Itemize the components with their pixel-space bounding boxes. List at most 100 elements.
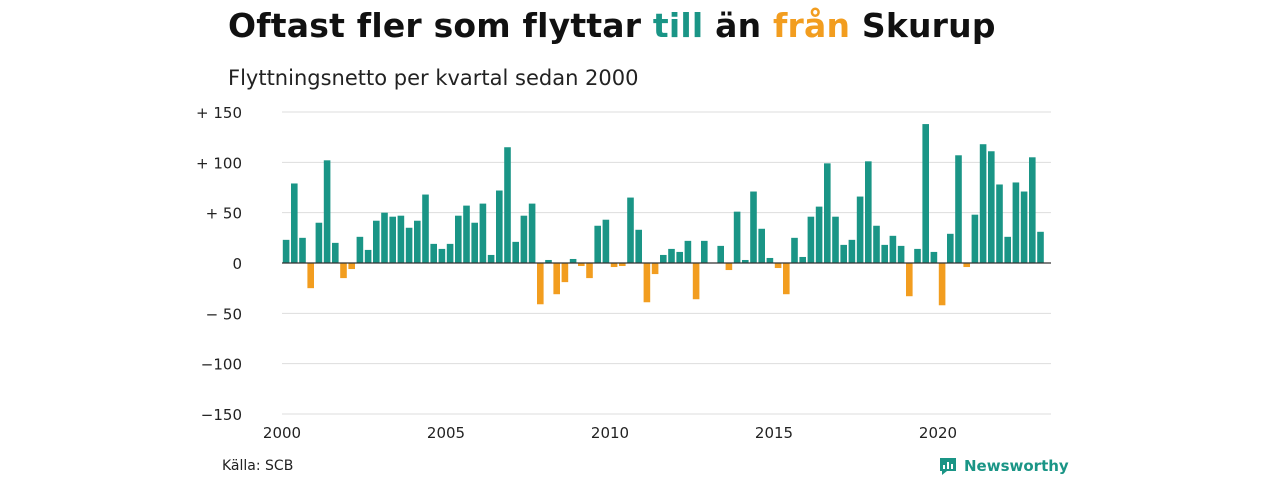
bar bbox=[1037, 231, 1044, 263]
bar bbox=[750, 191, 757, 263]
bar bbox=[569, 258, 577, 263]
chart-title: Oftast fler som flyttar till än från Sku… bbox=[228, 6, 996, 45]
bar bbox=[979, 144, 987, 263]
bar bbox=[414, 220, 421, 263]
y-tick-label: −100 bbox=[201, 356, 242, 374]
bar bbox=[553, 263, 560, 295]
bar bbox=[676, 251, 683, 263]
bar bbox=[471, 222, 478, 263]
bar bbox=[307, 263, 314, 289]
bar bbox=[988, 151, 995, 263]
bar bbox=[897, 245, 905, 263]
bar bbox=[643, 263, 651, 303]
bar bbox=[996, 184, 1003, 263]
newsworthy-logo-icon bbox=[940, 458, 956, 475]
y-tick-label: 0 bbox=[232, 255, 242, 273]
bar bbox=[815, 206, 823, 263]
bar bbox=[610, 263, 618, 268]
y-tick-label: + 100 bbox=[196, 154, 242, 172]
bar bbox=[914, 248, 921, 263]
brand: Newsworthy bbox=[938, 456, 1069, 476]
bar bbox=[381, 212, 388, 263]
bar bbox=[955, 155, 962, 263]
bar bbox=[889, 235, 897, 263]
bar bbox=[356, 236, 364, 263]
bar bbox=[520, 215, 528, 263]
bar bbox=[619, 263, 626, 267]
bar bbox=[848, 239, 856, 263]
bar bbox=[824, 163, 831, 263]
bar bbox=[291, 183, 298, 263]
x-tick-label: 2005 bbox=[427, 424, 465, 442]
bar bbox=[1004, 236, 1011, 263]
bar bbox=[479, 203, 487, 263]
bar bbox=[873, 225, 880, 263]
bar bbox=[528, 203, 536, 263]
bar bbox=[668, 248, 675, 263]
bar bbox=[315, 222, 323, 263]
bar bbox=[881, 244, 888, 263]
bar bbox=[463, 205, 470, 263]
bar bbox=[799, 256, 806, 263]
bar bbox=[389, 216, 396, 263]
bar bbox=[332, 242, 339, 263]
bar bbox=[856, 196, 864, 263]
bar bbox=[446, 243, 454, 263]
y-tick-label: + 50 bbox=[206, 205, 242, 223]
bar bbox=[963, 263, 970, 268]
bar bbox=[635, 229, 642, 263]
bar bbox=[971, 214, 979, 263]
bar bbox=[840, 244, 847, 263]
x-tick-label: 2020 bbox=[919, 424, 957, 442]
bar bbox=[684, 240, 692, 263]
bar bbox=[865, 161, 872, 263]
bar bbox=[692, 263, 700, 300]
bar bbox=[742, 259, 749, 263]
bar bbox=[373, 220, 380, 263]
bar bbox=[455, 215, 462, 263]
bar bbox=[807, 216, 815, 263]
bar bbox=[938, 263, 946, 306]
bar bbox=[1020, 191, 1028, 263]
x-tick-label: 2000 bbox=[263, 424, 301, 442]
y-tick-label: − 50 bbox=[206, 305, 242, 323]
bar bbox=[578, 263, 585, 267]
bar bbox=[930, 251, 938, 263]
bar bbox=[701, 240, 708, 263]
title-fran: från bbox=[772, 6, 851, 45]
chart-subtitle: Flyttningsnetto per kvartal sedan 2000 bbox=[228, 66, 639, 90]
bar bbox=[545, 259, 552, 263]
bar bbox=[758, 228, 765, 263]
bar bbox=[651, 263, 659, 275]
bar bbox=[832, 216, 839, 263]
bar bbox=[766, 257, 774, 263]
bar bbox=[602, 219, 610, 263]
x-tick-label: 2010 bbox=[591, 424, 629, 442]
bar bbox=[364, 249, 372, 263]
source-label: Källa: SCB bbox=[222, 458, 294, 474]
bar bbox=[594, 225, 601, 263]
x-tick-label: 2015 bbox=[755, 424, 793, 442]
bar bbox=[348, 263, 355, 270]
brand-name: Newsworthy bbox=[964, 457, 1069, 475]
bar bbox=[733, 211, 741, 263]
bar bbox=[660, 254, 667, 263]
bar bbox=[282, 239, 290, 263]
bar bbox=[299, 237, 306, 263]
bar bbox=[1029, 157, 1036, 263]
bar bbox=[537, 263, 544, 305]
bar bbox=[512, 241, 519, 263]
y-tick-label: −150 bbox=[201, 406, 242, 424]
bar bbox=[586, 263, 593, 279]
bar bbox=[323, 160, 331, 263]
bar bbox=[906, 263, 913, 297]
y-tick-label: + 150 bbox=[196, 104, 242, 122]
bar bbox=[340, 263, 347, 279]
bar bbox=[627, 197, 634, 263]
bar bbox=[1012, 182, 1020, 263]
bar bbox=[725, 263, 733, 271]
bar bbox=[947, 233, 954, 263]
bar bbox=[438, 248, 446, 263]
bar bbox=[430, 243, 437, 263]
